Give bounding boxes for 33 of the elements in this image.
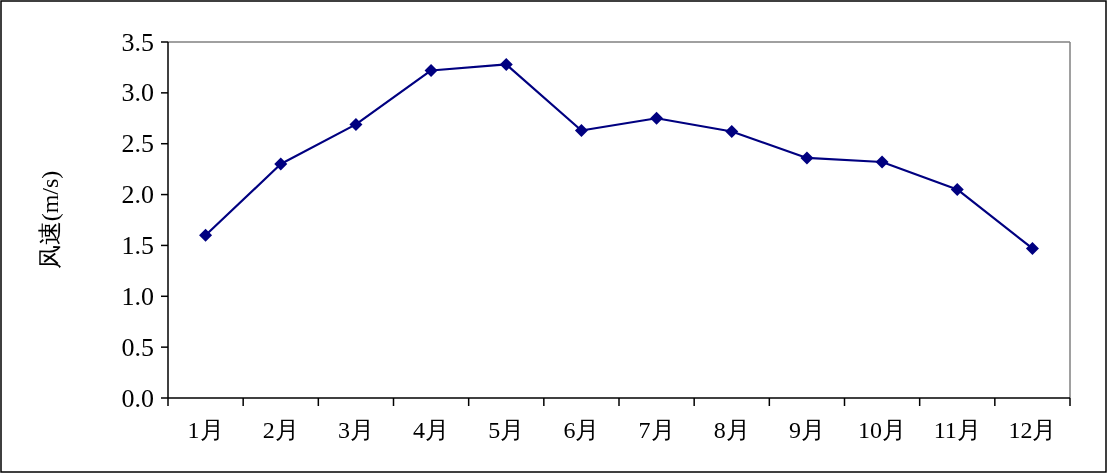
x-tick-label: 1月: [187, 417, 224, 443]
point: [199, 228, 213, 242]
point: [424, 63, 438, 77]
x-tick-label: 6月: [563, 417, 600, 443]
x-tick-label: 5月: [488, 417, 525, 443]
y-tick-label: 2.5: [121, 129, 154, 159]
point: [574, 123, 588, 137]
y-tick-label: 3.0: [121, 78, 154, 108]
x-tick-label: 9月: [788, 417, 825, 443]
y-tick-label: 0.0: [121, 383, 154, 413]
point: [875, 155, 889, 169]
x-tick-label: 7月: [638, 417, 675, 443]
point: [349, 117, 363, 131]
point: [1025, 241, 1039, 255]
point: [274, 157, 288, 171]
y-axis-title: 风速(m/s): [37, 170, 63, 270]
y-tick-label: 1.0: [121, 281, 154, 311]
x-tick-label: 2月: [262, 417, 299, 443]
y-tick-label: 3.5: [121, 27, 154, 57]
x-tick-label: 10月: [858, 417, 907, 443]
x-tick-label: 12月: [1008, 417, 1057, 443]
point: [650, 111, 664, 125]
point: [725, 125, 739, 139]
point: [800, 151, 814, 165]
x-tick-label: 4月: [413, 417, 450, 443]
y-tick-label: 1.5: [121, 230, 154, 260]
y-tick-label: 2.0: [121, 180, 154, 210]
point: [499, 57, 513, 71]
x-tick-label: 3月: [337, 417, 374, 443]
point: [950, 182, 964, 196]
x-tick-label: 8月: [713, 417, 750, 443]
y-tick-label: 0.5: [121, 332, 154, 362]
x-tick-label: 11月: [933, 417, 981, 443]
